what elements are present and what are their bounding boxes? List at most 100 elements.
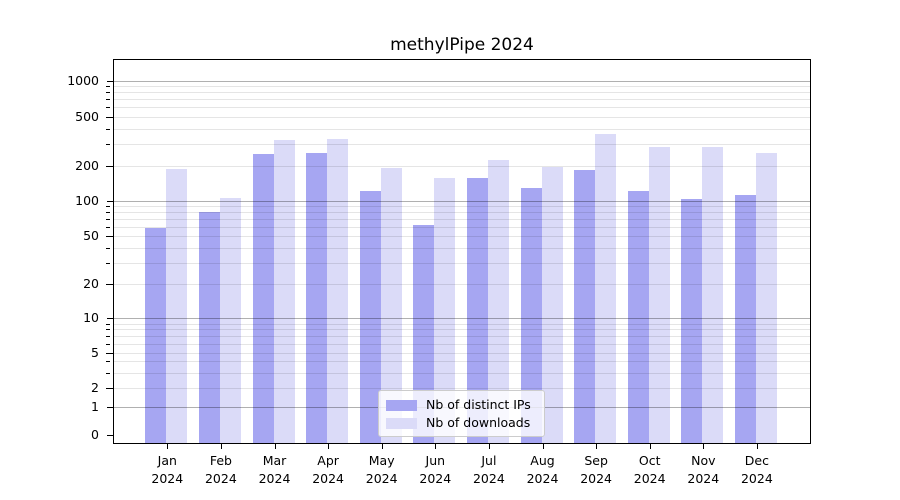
gridline	[114, 166, 810, 167]
gridline	[114, 128, 810, 130]
y-tick-label: 1	[91, 398, 99, 414]
y-minor-tick	[106, 92, 110, 94]
legend-swatch-ip	[386, 399, 417, 411]
y-tick-label: 2	[91, 380, 99, 396]
bar-ip-dec	[734, 195, 756, 443]
y-minor-tick	[106, 336, 110, 337]
gridline	[114, 86, 810, 88]
x-tick	[435, 444, 437, 449]
y-tick	[107, 406, 114, 408]
bar-downloads-feb	[219, 198, 241, 443]
gridline	[114, 200, 810, 202]
x-tick-label: Aug 2024	[526, 453, 559, 486]
y-tick	[107, 80, 114, 82]
x-tick-label: May 2024	[365, 453, 398, 486]
gridline	[114, 144, 810, 146]
x-tick-label: Jun 2024	[419, 453, 452, 486]
y-tick	[107, 116, 114, 118]
gridline	[114, 388, 810, 390]
gridline	[114, 99, 810, 101]
y-tick-label: 20	[83, 276, 99, 291]
x-tick-label: Jul 2024	[472, 453, 505, 486]
gridline	[114, 116, 810, 118]
y-minor-tick	[106, 388, 110, 390]
y-tick	[107, 236, 114, 237]
gridline	[114, 372, 810, 374]
bar-ip-nov	[681, 198, 703, 443]
chart-title: methylPipe 2024	[390, 35, 534, 55]
bar-ip-jan	[145, 228, 167, 443]
y-minor-tick	[106, 226, 110, 228]
y-tick-label: 10	[83, 310, 99, 326]
x-tick-label: Feb 2024	[204, 453, 237, 486]
gridline	[114, 352, 810, 354]
y-tick	[107, 200, 114, 202]
gridline	[114, 80, 810, 82]
gridline	[114, 336, 810, 337]
y-minor-tick	[106, 144, 110, 146]
bar-downloads-jul	[487, 159, 509, 443]
bar-downloads-apr	[327, 138, 349, 443]
x-tick	[649, 444, 651, 449]
gridline	[114, 247, 810, 249]
x-tick	[542, 444, 544, 449]
y-minor-tick	[106, 329, 110, 331]
bar-ip-mar	[252, 153, 274, 443]
y-minor-tick	[106, 284, 110, 285]
y-minor-tick	[106, 212, 110, 214]
x-tick-label: Mar 2024	[258, 453, 291, 486]
bar-ip-jul	[466, 177, 488, 443]
bar-downloads-nov	[702, 146, 724, 443]
gridline	[114, 92, 810, 94]
gridline	[114, 218, 810, 220]
y-minor-tick	[106, 218, 110, 220]
y-minor-tick	[106, 99, 110, 101]
gridline	[114, 329, 810, 331]
y-tick-label: 50	[83, 228, 99, 243]
y-minor-tick	[106, 361, 110, 363]
x-tick-label: Jan 2024	[151, 453, 184, 486]
bar-ip-oct	[627, 190, 649, 443]
y-tick	[107, 435, 114, 436]
y-minor-tick	[106, 262, 110, 264]
legend-label-ip: Nb of distinct IPs	[426, 397, 531, 412]
x-tick	[274, 444, 276, 449]
bar-ip-feb	[198, 212, 220, 443]
y-minor-tick	[106, 107, 110, 109]
x-tick	[381, 444, 383, 449]
gridline	[114, 107, 810, 109]
gridline	[114, 236, 810, 237]
bar-downloads-jan	[166, 169, 188, 443]
x-tick	[703, 444, 705, 449]
bar-downloads-sep	[595, 134, 617, 443]
gridline	[114, 361, 810, 363]
y-tick-label: 5	[91, 344, 99, 360]
y-minor-tick	[106, 343, 110, 345]
bar-ip-jun	[413, 225, 435, 443]
bar-downloads-oct	[648, 146, 670, 443]
legend-label-downloads: Nb of downloads	[426, 415, 531, 430]
bar-downloads-jun	[434, 177, 456, 443]
x-tick-label: Nov 2024	[687, 453, 720, 486]
gridline	[114, 212, 810, 214]
bar-ip-apr	[306, 152, 328, 443]
x-tick	[596, 444, 598, 449]
y-minor-tick	[106, 352, 110, 354]
y-tick	[107, 388, 114, 390]
bars-layer	[114, 60, 810, 443]
legend-swatch-downloads	[386, 417, 417, 429]
x-tick-label: Apr 2024	[312, 453, 344, 486]
y-tick-label: 200	[75, 158, 99, 173]
x-tick	[220, 444, 222, 449]
y-minor-tick	[106, 372, 110, 374]
bar-ip-sep	[574, 170, 596, 443]
y-tick-label: 500	[75, 108, 99, 124]
bar-downloads-aug	[541, 166, 563, 443]
gridline	[114, 262, 810, 264]
legend-item-downloads: Nb of downloads	[379, 414, 544, 432]
gridline	[114, 323, 810, 325]
plot-area	[113, 59, 811, 444]
gridline	[114, 206, 810, 208]
y-minor-tick	[106, 236, 110, 237]
